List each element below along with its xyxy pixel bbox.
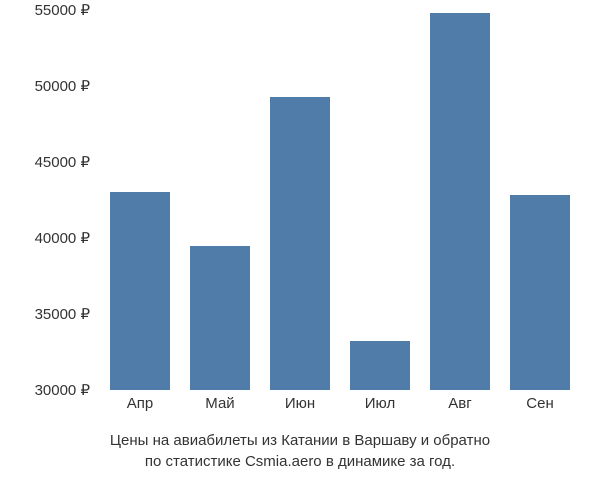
y-tick-label: 35000 ₽ bbox=[35, 305, 90, 323]
bars-group bbox=[100, 10, 580, 390]
x-tick-label: Сен bbox=[510, 395, 570, 412]
y-tick-label: 55000 ₽ bbox=[35, 1, 90, 19]
bar bbox=[270, 97, 330, 390]
bar bbox=[190, 246, 250, 390]
bar bbox=[110, 192, 170, 390]
y-tick-label: 45000 ₽ bbox=[35, 153, 90, 171]
y-axis: 30000 ₽35000 ₽40000 ₽45000 ₽50000 ₽55000… bbox=[0, 10, 95, 390]
bar bbox=[350, 341, 410, 390]
x-tick-label: Май bbox=[190, 395, 250, 412]
chart-caption: Цены на авиабилеты из Катании в Варшаву … bbox=[0, 430, 600, 472]
plot-area bbox=[100, 10, 580, 390]
y-tick-label: 40000 ₽ bbox=[35, 229, 90, 247]
y-tick-label: 50000 ₽ bbox=[35, 77, 90, 95]
price-chart: 30000 ₽ 35000 ₽ 40000 ₽ 45000 ₽ 50000 ₽ 55000… bbox=[0, 0, 600, 500]
x-axis: Апр Май Июн Июл Авг Сен bbox=[100, 395, 580, 412]
x-tick-label: Апр bbox=[110, 395, 170, 412]
y-tick-label: 30000 ₽ bbox=[35, 381, 90, 399]
x-tick-label: Авг bbox=[430, 395, 490, 412]
caption-line-2: по статистике Csmia.aero в динамике за г… bbox=[20, 451, 580, 472]
bar bbox=[430, 13, 490, 390]
caption-line-1: Цены на авиабилеты из Катании в Варшаву … bbox=[20, 430, 580, 451]
bar bbox=[510, 195, 570, 390]
x-tick-label: Июл bbox=[350, 395, 410, 412]
x-tick-label: Июн bbox=[270, 395, 330, 412]
